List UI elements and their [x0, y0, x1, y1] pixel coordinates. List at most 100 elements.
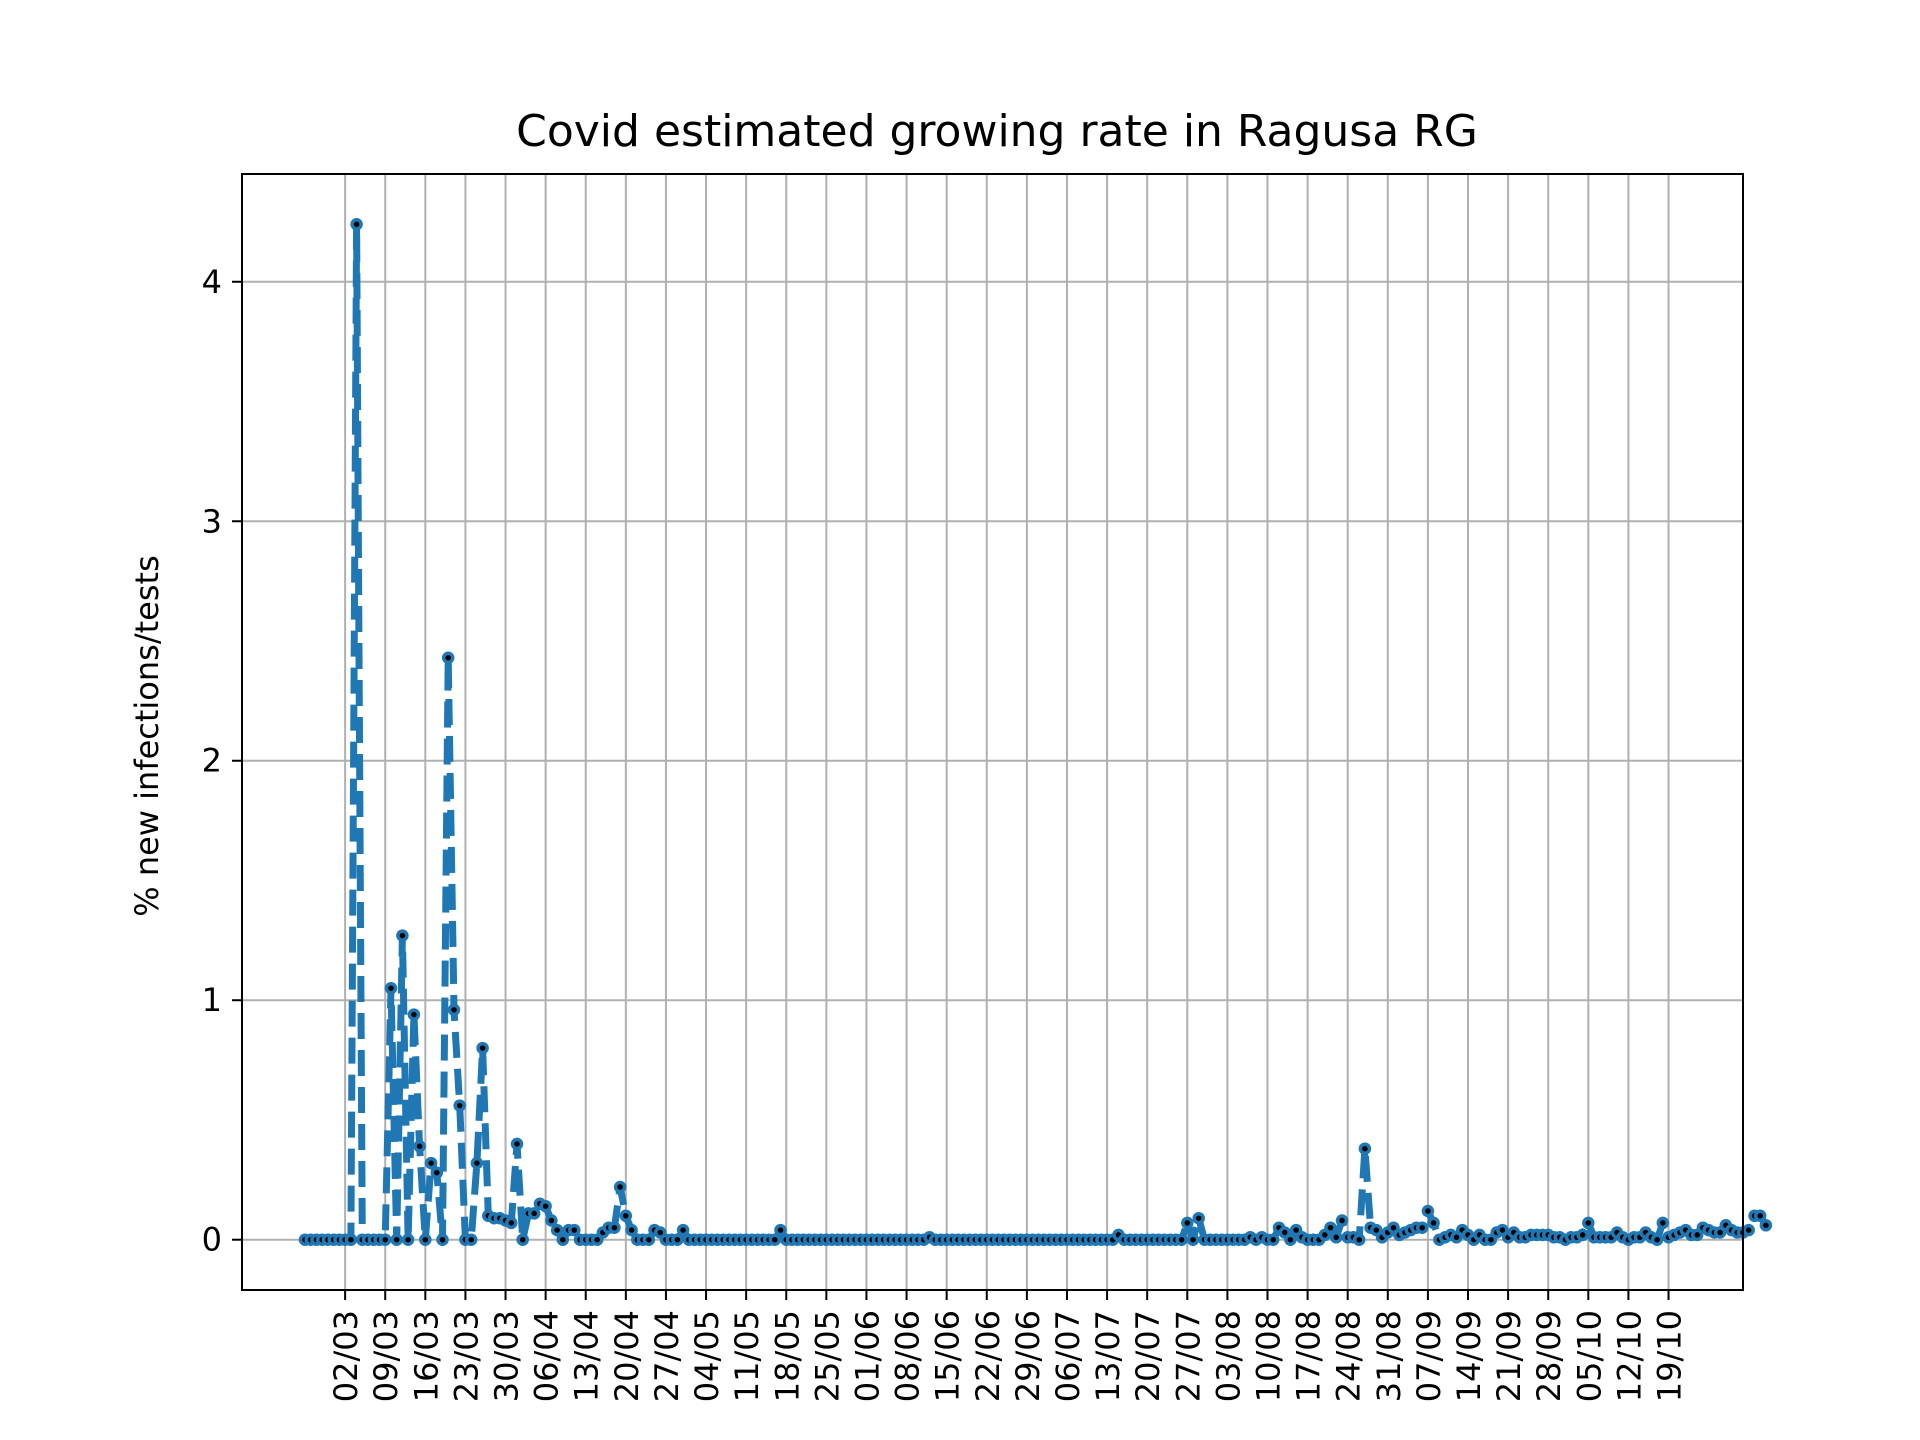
x-tick-label: 03/08	[1209, 1310, 1247, 1402]
data-point	[1284, 1233, 1297, 1246]
data-point	[774, 1223, 787, 1237]
x-tick-label: 14/09	[1450, 1310, 1488, 1402]
x-tick-label: 23/03	[447, 1310, 485, 1402]
x-tick-label: 29/06	[1009, 1310, 1047, 1402]
x-tick-label: 01/06	[848, 1310, 886, 1402]
data-point	[568, 1223, 581, 1237]
data-point	[476, 1041, 489, 1055]
data-point	[350, 218, 363, 231]
data-point	[447, 1003, 461, 1017]
x-tick-label: 07/09	[1410, 1310, 1448, 1402]
x-tick-label: 21/09	[1490, 1310, 1528, 1402]
data-point	[539, 1199, 552, 1213]
x-tick-label: 17/08	[1290, 1310, 1328, 1402]
data-point	[1186, 1233, 1200, 1246]
data-point	[527, 1207, 541, 1220]
x-tick-label: 13/04	[568, 1310, 606, 1402]
chart-title: Covid estimated growing rate in Ragusa R…	[516, 106, 1478, 157]
data-point	[671, 1233, 684, 1246]
x-tick-label: 04/05	[688, 1310, 726, 1402]
data-point	[1415, 1221, 1429, 1234]
series-layer	[298, 218, 1773, 1246]
x-tick-label: 10/08	[1249, 1310, 1287, 1402]
plot-frame	[241, 173, 1744, 1291]
y-tick-label: 1	[202, 981, 222, 1019]
data-point	[505, 1216, 518, 1230]
x-tick-label: 02/03	[327, 1310, 365, 1402]
data-point	[407, 1008, 421, 1021]
data-point	[1175, 1233, 1188, 1246]
x-tick-label: 09/03	[367, 1310, 405, 1402]
data-point	[1742, 1223, 1755, 1237]
y-tick-label: 3	[202, 502, 222, 540]
data-point	[625, 1223, 638, 1237]
x-tick-label: 31/08	[1370, 1310, 1408, 1402]
data-point	[619, 1209, 633, 1223]
data-point	[1753, 1209, 1767, 1223]
data-point	[464, 1233, 478, 1246]
data-point	[1427, 1216, 1440, 1230]
x-axis-ticks: 02/03 09/03 16/03 23/03 30/03 06/04 13/04 20/04…	[327, 1290, 1689, 1402]
data-point	[1192, 1211, 1205, 1225]
y-axis-ticks: 0 1 2 3 4	[202, 263, 242, 1259]
data-point	[510, 1137, 524, 1151]
data-point	[608, 1221, 621, 1234]
y-tick-label: 0	[202, 1221, 222, 1259]
data-point	[378, 1233, 392, 1246]
x-tick-label: 12/10	[1610, 1310, 1648, 1402]
x-tick-label: 06/07	[1049, 1310, 1087, 1402]
data-point	[344, 1233, 358, 1246]
data-point	[424, 1156, 438, 1170]
x-tick-label: 15/06	[929, 1310, 967, 1402]
data-point	[545, 1214, 558, 1227]
x-tick-label: 13/07	[1089, 1310, 1127, 1402]
data-point	[384, 981, 398, 995]
data-point	[1421, 1204, 1435, 1218]
x-tick-label: 27/04	[648, 1310, 686, 1402]
x-tick-label: 20/04	[608, 1310, 646, 1402]
data-point	[430, 1166, 444, 1179]
y-axis-label: % new infections/tests	[128, 555, 166, 916]
data-point	[390, 1233, 403, 1246]
x-tick-label: 28/09	[1530, 1310, 1568, 1402]
data-point	[550, 1223, 564, 1237]
x-tick-label: 16/03	[407, 1310, 445, 1402]
data-point	[453, 1099, 466, 1112]
y-tick-label: 2	[202, 742, 222, 780]
data-point	[676, 1223, 690, 1237]
data-point	[768, 1233, 782, 1246]
data-point	[470, 1156, 484, 1170]
data-point	[1352, 1233, 1366, 1246]
y-tick-label: 4	[202, 263, 222, 301]
data-point	[1181, 1216, 1194, 1230]
data-point	[396, 929, 409, 942]
data-point	[419, 1233, 432, 1246]
x-tick-label: 08/06	[889, 1310, 927, 1402]
x-tick-label: 19/10	[1651, 1310, 1689, 1402]
x-tick-label: 18/05	[768, 1310, 806, 1402]
x-tick-label: 27/07	[1169, 1310, 1207, 1402]
grid	[242, 174, 1743, 1290]
data-point	[1576, 1228, 1589, 1242]
data-point	[436, 1233, 449, 1246]
data-point	[1324, 1221, 1337, 1234]
data-point	[1582, 1216, 1595, 1230]
data-point	[642, 1233, 656, 1246]
data-point	[401, 1233, 415, 1246]
x-tick-label: 22/06	[969, 1310, 1007, 1402]
data-point	[1266, 1233, 1280, 1246]
data-point	[556, 1233, 570, 1246]
data-point	[1656, 1216, 1670, 1230]
x-tick-label: 30/03	[488, 1310, 526, 1402]
data-point	[1329, 1231, 1343, 1244]
data-point	[1650, 1233, 1664, 1246]
x-tick-label: 25/05	[808, 1310, 846, 1402]
x-tick-label: 20/07	[1129, 1310, 1167, 1402]
data-point	[441, 651, 455, 665]
x-tick-label: 11/05	[728, 1310, 766, 1402]
data-point	[1358, 1142, 1372, 1155]
x-tick-label: 05/10	[1570, 1310, 1608, 1402]
data-point	[1335, 1214, 1349, 1227]
